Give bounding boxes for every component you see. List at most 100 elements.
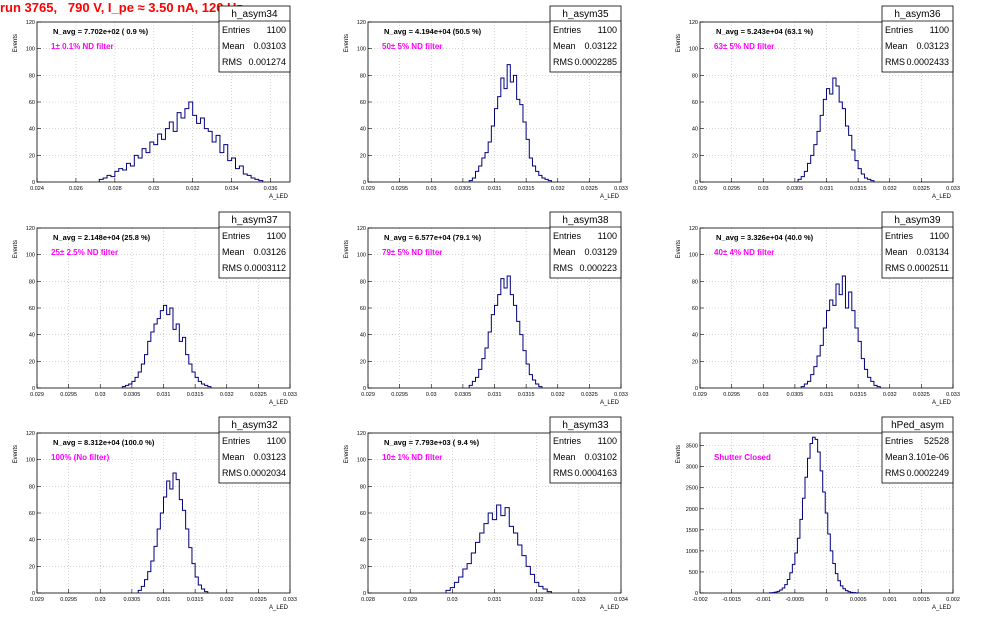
x-tick-label: 0.029: [693, 392, 707, 398]
x-tick-label: 0.0295: [391, 392, 408, 398]
stats-title: h_asym36: [894, 9, 941, 20]
filter-label: 50± 5% ND filter: [382, 42, 442, 51]
x-tick-label: 0.0315: [518, 392, 535, 398]
y-tick-label: 20: [692, 153, 698, 159]
x-tick-label: 0.026: [69, 186, 83, 192]
stats-label: Entries: [885, 436, 914, 446]
x-tick-label: 0.0325: [250, 597, 267, 603]
stats-label: Mean: [222, 41, 245, 51]
stats-label: Entries: [222, 25, 251, 35]
stats-value: 0.0002433: [906, 57, 949, 67]
x-tick-label: 0.033: [283, 597, 297, 603]
x-tick-label: 0.0325: [913, 186, 930, 192]
x-tick-label: 0.0305: [454, 392, 471, 398]
stats-value: 1100: [598, 25, 617, 35]
x-tick-label: 0.033: [946, 186, 960, 192]
y-tick-label: 1500: [686, 528, 698, 534]
stats-box: [549, 211, 622, 279]
histogram-series: [121, 304, 212, 388]
x-axis-label: A_LED: [269, 194, 289, 200]
stats-label: Mean: [885, 247, 908, 257]
y-tick-label: 2000: [686, 507, 698, 513]
stats-value: 1100: [930, 231, 949, 241]
x-tick-label: 0.0305: [786, 392, 803, 398]
y-tick-label: 120: [26, 226, 35, 232]
stats-label: RMS: [885, 57, 905, 67]
stats-label: Mean: [885, 452, 908, 462]
stats-value: 0.03126: [253, 247, 286, 257]
stats-label: RMS: [553, 263, 573, 273]
histogram-series: [137, 472, 209, 593]
y-tick-label: 120: [357, 431, 366, 437]
x-tick-label: 0.03: [426, 186, 437, 192]
y-tick-label: 2500: [686, 486, 698, 492]
x-axis-label: A_LED: [600, 400, 620, 406]
y-axis-label: Events: [344, 445, 350, 463]
y-tick-label: 20: [692, 359, 698, 365]
x-tick-label: 0.0305: [123, 392, 140, 398]
y-axis-label: Events: [13, 240, 19, 258]
y-tick-label: 60: [29, 100, 35, 106]
stats-value: 0.0004163: [574, 468, 617, 478]
stats-value: 1100: [598, 436, 617, 446]
stats-value: 0.0003112: [244, 263, 286, 273]
stats-value: 0.03129: [584, 247, 617, 257]
stats-value: 0.03102: [584, 452, 617, 462]
y-tick-label: 3000: [686, 465, 698, 471]
x-tick-label: 0.029: [361, 392, 375, 398]
y-axis-label: Events: [13, 445, 19, 463]
stats-label: RMS: [553, 468, 573, 478]
stats-value: 52528: [924, 436, 949, 446]
stats-label: Mean: [222, 247, 245, 257]
y-axis-label: Events: [676, 34, 682, 52]
y-tick-label: 80: [29, 279, 35, 285]
x-tick-label: 0.0315: [518, 186, 535, 192]
histogram-panel-h_asym33: 0.028 0.029 0.03 0.031 0.032 0.033 0.034 0 20 40 6…: [344, 416, 628, 611]
x-tick-label: 0.032: [220, 392, 234, 398]
x-tick-label: 0.034: [614, 597, 628, 603]
x-tick-label: 0.0015: [913, 597, 930, 603]
x-tick-label: 0.028: [108, 186, 122, 192]
stats-label: RMS: [885, 263, 905, 273]
x-tick-label: 0.033: [614, 392, 628, 398]
x-tick-label: -0.0005: [786, 597, 805, 603]
x-tick-label: 0: [825, 597, 828, 603]
stats-value: 1100: [598, 231, 617, 241]
histogram-panel-h_asym32: 0.029 0.0295 0.03 0.0305 0.031 0.0315 0.032 0.0…: [13, 416, 297, 611]
histogram-series: [468, 64, 552, 182]
x-tick-label: 0.002: [946, 597, 960, 603]
y-tick-label: 60: [692, 306, 698, 312]
x-tick-label: 0.0305: [454, 186, 471, 192]
x-tick-label: 0.036: [264, 186, 278, 192]
y-tick-label: 0: [32, 180, 35, 186]
y-tick-label: 0: [363, 386, 366, 392]
histogram-series: [468, 275, 543, 388]
x-tick-label: 0.029: [30, 392, 44, 398]
x-tick-label: 0.032: [883, 392, 897, 398]
y-axis-label: Events: [676, 445, 682, 463]
x-tick-label: 0.03: [95, 597, 106, 603]
filter-label: 79± 5% ND filter: [382, 248, 442, 257]
y-tick-label: 80: [360, 73, 366, 79]
navg-label: N_avg = 4.194e+04 (50.5 %): [384, 27, 482, 36]
x-tick-label: 0.03: [95, 392, 106, 398]
stats-value: 0.001274: [248, 57, 286, 67]
stats-label: Entries: [553, 231, 582, 241]
y-tick-label: 40: [29, 538, 35, 544]
filter-label: 100% (No filter): [51, 453, 110, 462]
y-tick-label: 0: [363, 180, 366, 186]
x-tick-label: 0.03: [447, 597, 458, 603]
stats-label: Entries: [222, 231, 251, 241]
x-tick-label: 0.031: [820, 392, 834, 398]
x-tick-label: 0.033: [946, 392, 960, 398]
y-axis-label: Events: [344, 34, 350, 52]
stats-label: Entries: [553, 436, 582, 446]
y-tick-label: 80: [692, 73, 698, 79]
x-tick-label: 0.024: [30, 186, 44, 192]
x-axis-label: A_LED: [932, 194, 952, 200]
stats-label: RMS: [222, 57, 242, 67]
histogram-series: [769, 436, 859, 594]
navg-label: N_avg = 6.577e+04 (79.1 %): [384, 233, 482, 242]
x-tick-label: 0.001: [883, 597, 897, 603]
y-tick-label: 0: [695, 386, 698, 392]
